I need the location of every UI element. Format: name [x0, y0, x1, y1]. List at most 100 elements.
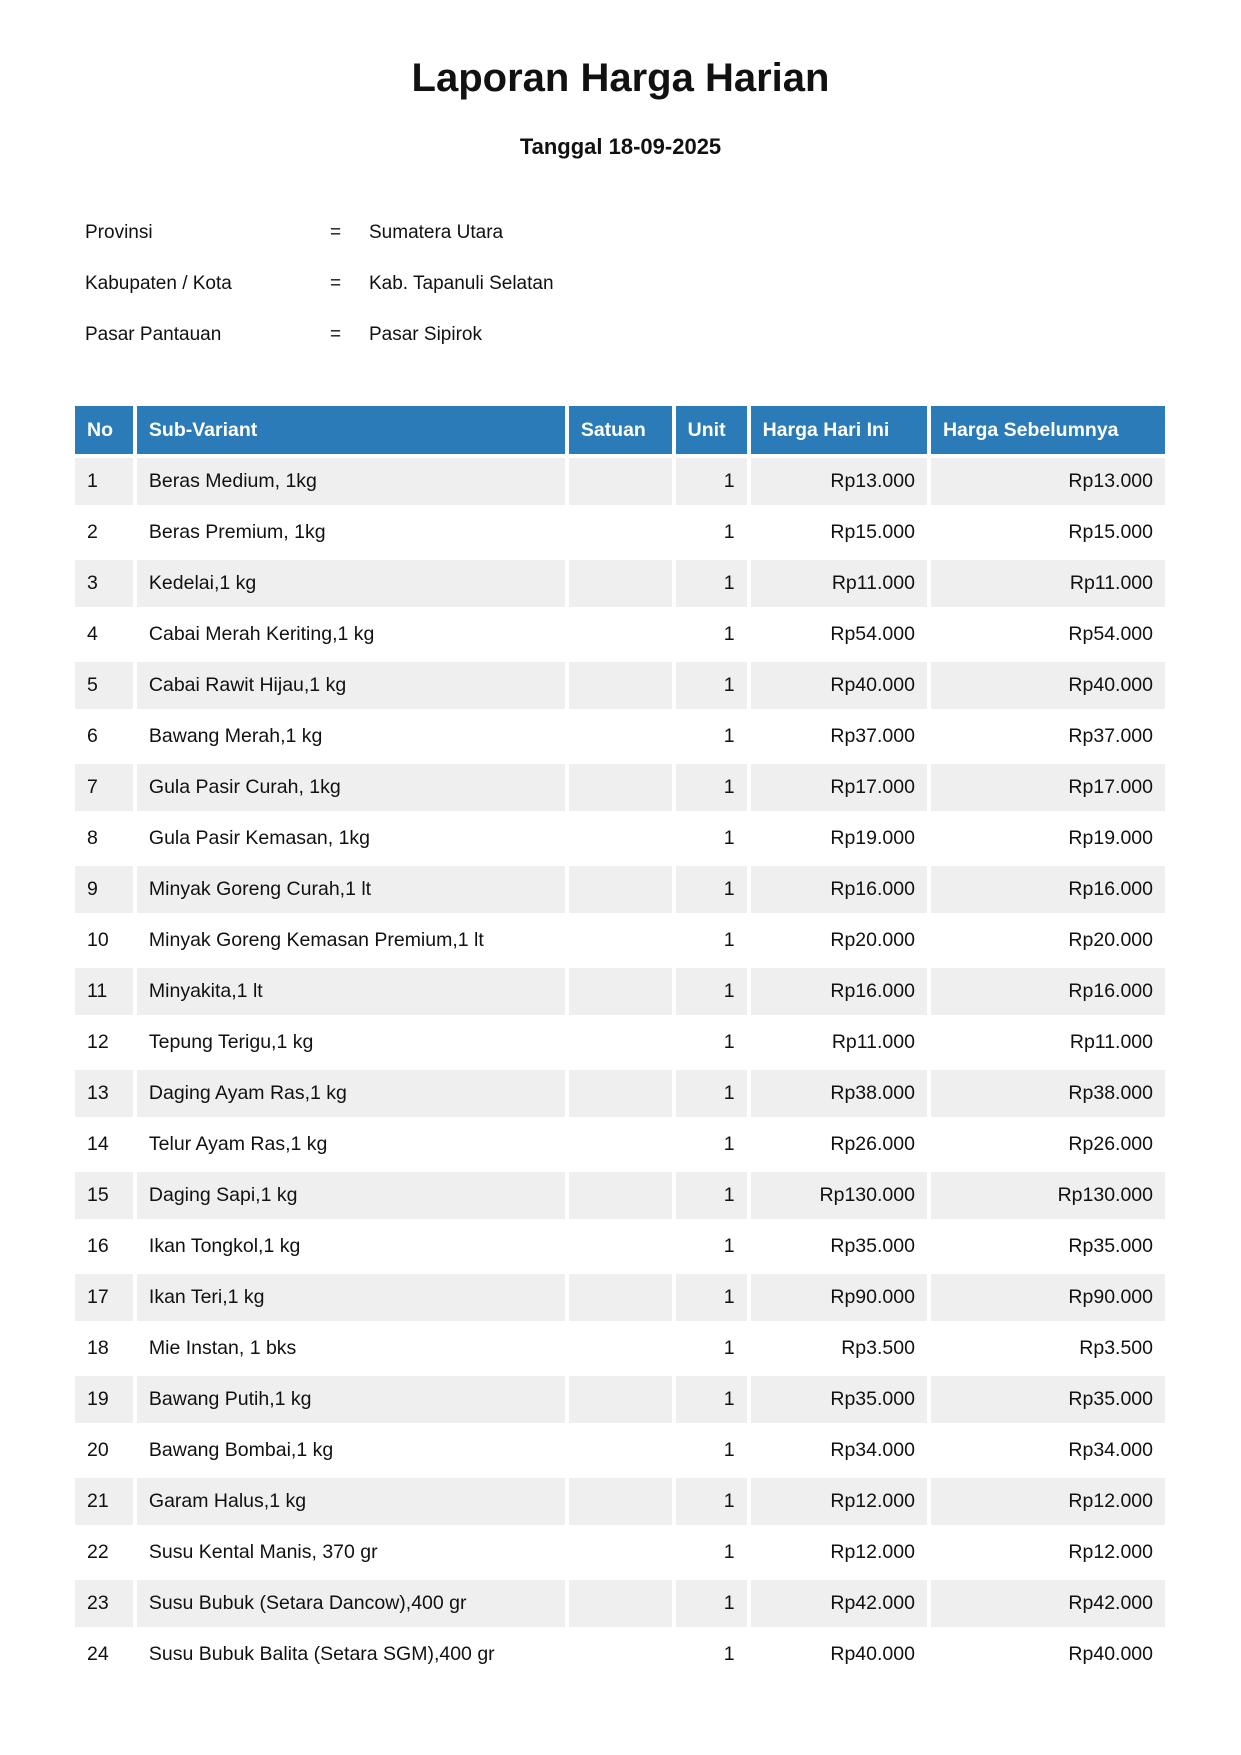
cell-price-today: Rp17.000 [750, 764, 927, 811]
cell-price-previous: Rp38.000 [930, 1070, 1165, 1117]
cell-no: 7 [75, 764, 133, 811]
cell-price-previous: Rp12.000 [1068, 1541, 1153, 1563]
cell-price-today: Rp40.000 [830, 1643, 915, 1665]
table-row: 18 Mie Instan, 1 bks 1 Rp3.500 Rp3.500 [75, 1325, 1165, 1372]
cell-sub-variant: Bawang Merah,1 kg [148, 725, 323, 747]
cell-price-previous: Rp17.000 [930, 764, 1165, 811]
cell-unit: 1 [723, 1541, 735, 1563]
cell-price-previous: Rp11.000 [1069, 1031, 1153, 1053]
cell-sub-variant: Ikan Tongkol,1 kg [148, 1235, 301, 1257]
cell-no: 22 [87, 1541, 109, 1563]
cell-satuan [569, 1019, 672, 1066]
info-label: Kabupaten / Kota [85, 273, 232, 294]
cell-satuan [568, 458, 672, 505]
cell-price-today: Rp19.000 [830, 827, 915, 849]
cell-unit: 1 [723, 1439, 735, 1461]
cell-no: 9 [75, 866, 133, 913]
cell-satuan [568, 1172, 672, 1219]
cell-sub-variant: Bawang Bombai,1 kg [148, 1439, 334, 1461]
table-row: 11 Minyakita,1 lt 1 Rp16.000 Rp16.000 [75, 968, 1165, 1015]
cell-price-today: Rp37.000 [830, 725, 915, 747]
info-separator: = [330, 273, 342, 294]
cell-unit: 1 [723, 725, 735, 747]
table-row: 7 Gula Pasir Curah, 1kg 1 Rp17.000 Rp17.000 [75, 764, 1165, 811]
cell-sub-variant: Minyak Goreng Kemasan Premium,1 lt [148, 929, 484, 951]
cell-satuan [568, 1580, 672, 1627]
cell-sub-variant: Telur Ayam Ras,1 kg [148, 1133, 328, 1155]
cell-satuan [569, 509, 672, 556]
report-date: Tanggal 18-09-2025 [519, 134, 722, 159]
cell-unit: 1 [723, 521, 735, 543]
cell-sub-variant: Susu Kental Manis, 370 gr [148, 1541, 378, 1563]
cell-price-previous: Rp54.000 [1068, 623, 1153, 645]
cell-price-today: Rp15.000 [830, 521, 915, 543]
cell-sub-variant: Cabai Merah Keriting,1 kg [148, 623, 375, 645]
table-row: 16 Ikan Tongkol,1 kg 1 Rp35.000 Rp35.000 [75, 1223, 1165, 1270]
cell-price-previous: Rp16.000 [930, 866, 1165, 913]
table-row: 9 Minyak Goreng Curah,1 lt 1 Rp16.000 Rp16.0… [75, 866, 1165, 913]
cell-price-previous: Rp90.000 [930, 1274, 1165, 1321]
col-header-price-previous: Harga Sebelumnya [930, 406, 1165, 454]
col-header-satuan: Satuan [568, 406, 672, 454]
cell-sub-variant: Beras Medium, 1kg [136, 458, 565, 505]
cell-no: 21 [75, 1478, 133, 1525]
cell-price-previous: Rp40.000 [1068, 1643, 1153, 1665]
cell-unit: 1 [675, 1478, 747, 1525]
cell-no: 8 [87, 827, 98, 849]
cell-satuan [569, 713, 672, 760]
cell-price-today: Rp130.000 [750, 1172, 927, 1219]
cell-price-today: Rp13.000 [750, 458, 927, 505]
table-row: 23 Susu Bubuk (Setara Dancow),400 gr 1 Rp42… [75, 1580, 1165, 1627]
cell-satuan [569, 1223, 672, 1270]
cell-price-previous: Rp37.000 [1068, 725, 1153, 747]
cell-price-previous: Rp11.000 [930, 560, 1165, 607]
cell-satuan [568, 1478, 672, 1525]
cell-price-today: Rp38.000 [750, 1070, 927, 1117]
info-separator: = [330, 222, 342, 243]
cell-satuan [568, 1376, 672, 1423]
cell-price-previous: Rp26.000 [1068, 1133, 1153, 1155]
cell-sub-variant: Garam Halus,1 kg [136, 1478, 565, 1525]
cell-price-previous: Rp3.500 [1079, 1337, 1153, 1359]
cell-no: 16 [87, 1235, 109, 1257]
cell-unit: 1 [675, 866, 747, 913]
table-row: 24 Susu Bubuk Balita (Setara SGM),400 gr 1… [75, 1631, 1165, 1678]
cell-sub-variant: Gula Pasir Kemasan, 1kg [148, 827, 371, 849]
cell-unit: 1 [675, 560, 747, 607]
table-row: 22 Susu Kental Manis, 370 gr 1 Rp12.000 Rp12… [75, 1529, 1165, 1576]
cell-no: 19 [75, 1376, 133, 1423]
info-separator: = [330, 324, 342, 345]
cell-price-today: Rp11.000 [750, 560, 927, 607]
cell-price-today: Rp16.000 [750, 968, 927, 1015]
cell-sub-variant: Bawang Putih,1 kg [136, 1376, 565, 1423]
table-row: 12 Tepung Terigu,1 kg 1 Rp11.000 Rp11.000 [75, 1019, 1165, 1066]
cell-unit: 1 [723, 1643, 735, 1665]
cell-price-today: Rp42.000 [750, 1580, 927, 1627]
cell-price-previous: Rp20.000 [1068, 929, 1153, 951]
cell-unit: 1 [675, 968, 747, 1015]
cell-unit: 1 [675, 1172, 747, 1219]
cell-price-today: Rp12.000 [830, 1541, 915, 1563]
cell-price-today: Rp3.500 [841, 1337, 915, 1359]
cell-unit: 1 [675, 662, 747, 709]
cell-unit: 1 [723, 1133, 735, 1155]
table-row: 20 Bawang Bombai,1 kg 1 Rp34.000 Rp34.000 [75, 1427, 1165, 1474]
col-header-price-today: Harga Hari Ini [750, 406, 927, 454]
cell-no: 1 [75, 458, 133, 505]
cell-no: 23 [75, 1580, 133, 1627]
cell-satuan [569, 1427, 672, 1474]
cell-sub-variant: Minyak Goreng Curah,1 lt [136, 866, 565, 913]
cell-sub-variant: Susu Bubuk (Setara Dancow),400 gr [136, 1580, 565, 1627]
cell-unit: 1 [723, 1337, 735, 1359]
cell-sub-variant: Kedelai,1 kg [136, 560, 565, 607]
cell-price-previous: Rp40.000 [930, 662, 1165, 709]
cell-satuan [568, 560, 672, 607]
info-label: Provinsi [85, 222, 153, 243]
cell-price-today: Rp11.000 [831, 1031, 915, 1053]
cell-price-previous: Rp130.000 [930, 1172, 1165, 1219]
table-row: 1 Beras Medium, 1kg 1 Rp13.000 Rp13.000 [75, 458, 1165, 505]
cell-no: 12 [87, 1031, 109, 1053]
cell-price-today: Rp16.000 [750, 866, 927, 913]
cell-no: 13 [75, 1070, 133, 1117]
cell-unit: 1 [723, 929, 735, 951]
